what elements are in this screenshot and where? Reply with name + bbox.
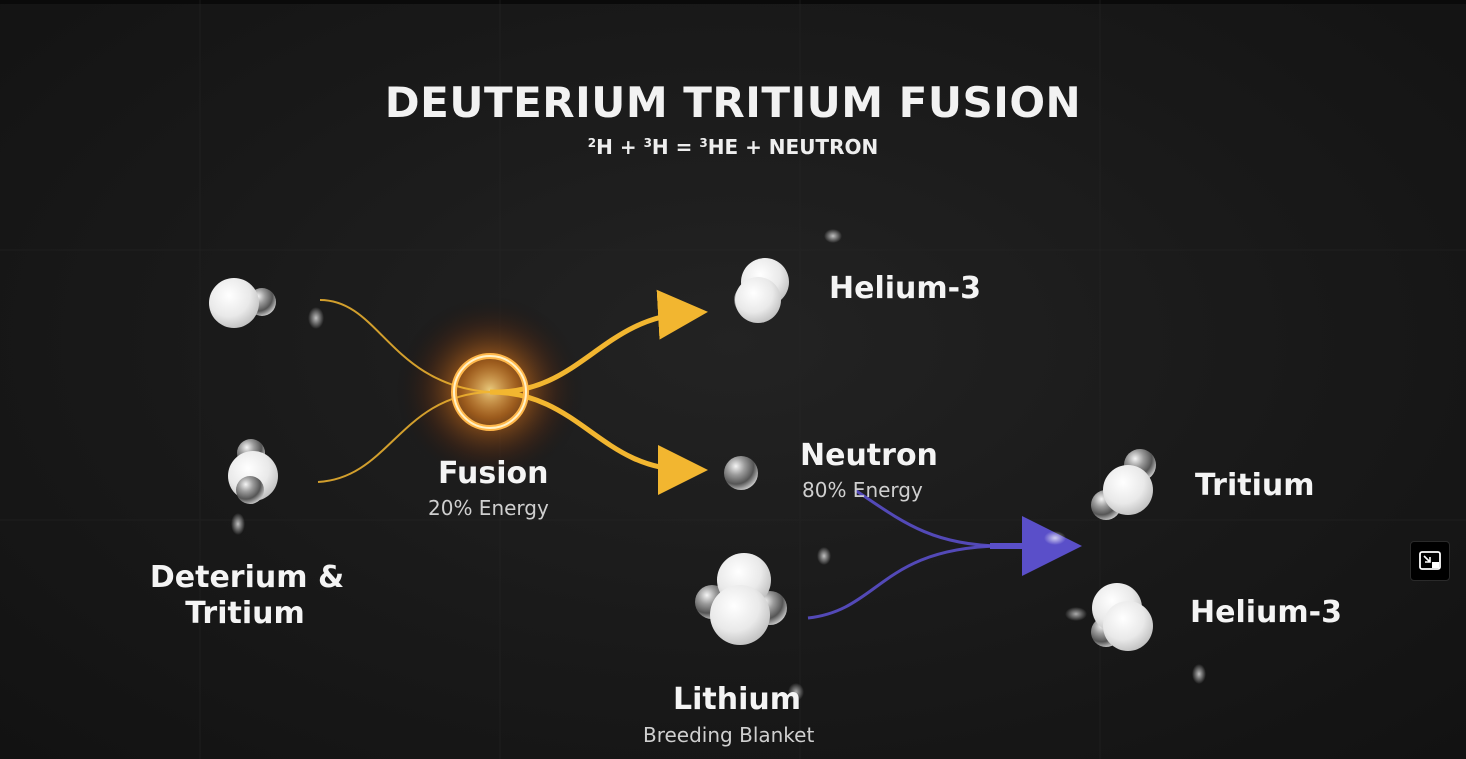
diagram-title: DEUTERIUM TRITIUM FUSION (384, 78, 1082, 127)
arrow-to-helium3 (489, 289, 708, 395)
neutron-label: Neutron (800, 438, 938, 473)
tritium-label: Tritium (1195, 468, 1315, 503)
neutron-energy-label: 80% Energy (802, 478, 923, 502)
incoming-path-tritium (317, 391, 491, 483)
motion-particle (231, 513, 245, 535)
neutron-to-breeding-path (854, 488, 1001, 548)
motion-particle (1044, 531, 1066, 545)
deuterium-atom (209, 278, 276, 328)
eq-part: H + (596, 135, 644, 159)
helium3-label-top: Helium-3 (829, 271, 981, 306)
tritium-atom-product (1091, 449, 1156, 520)
eq-part: H = (651, 135, 700, 159)
neutron-particle (724, 456, 758, 490)
fusion-equation: 2H + 3H = 3HE + NEUTRON (0, 135, 1466, 159)
reactants-label-line2: Tritium (185, 596, 305, 631)
motion-particle (824, 229, 842, 243)
helium3-atom-bottom (1091, 583, 1153, 651)
eq-superscript: 3 (643, 136, 652, 150)
motion-particle (308, 307, 324, 329)
picture-in-picture-button[interactable] (1410, 541, 1450, 581)
picture-in-picture-icon (1419, 551, 1441, 570)
fusion-label: Fusion (438, 456, 549, 491)
helium3-atom-top (734, 258, 789, 323)
helium3-label-bottom: Helium-3 (1190, 595, 1342, 630)
top-border (0, 0, 1466, 4)
tritium-atom (228, 439, 278, 504)
motion-particle (1192, 664, 1206, 684)
eq-superscript: 2 (587, 136, 597, 150)
lithium-atom (695, 553, 787, 645)
eq-part: HE + NEUTRON (707, 135, 879, 159)
arrow-to-neutron (489, 389, 708, 495)
motion-particle (1065, 607, 1087, 621)
lithium-to-breeding-path (807, 544, 1001, 620)
motion-particle (817, 547, 831, 565)
lithium-label: Lithium (673, 682, 801, 717)
fusion-energy-label: 20% Energy (428, 496, 549, 520)
motion-particle (788, 683, 804, 701)
lithium-sub-label: Breeding Blanket (643, 723, 815, 747)
eq-superscript: 3 (699, 136, 708, 150)
reactants-label-line1: Deterium & (149, 560, 345, 595)
